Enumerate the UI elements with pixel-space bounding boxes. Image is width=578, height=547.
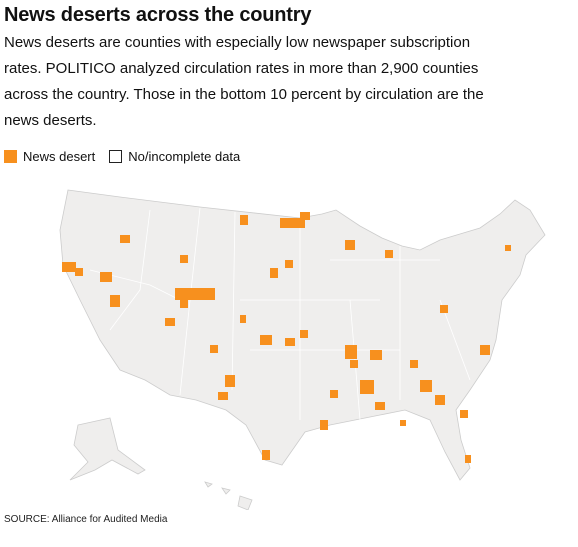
desert-county <box>75 268 83 276</box>
desert-county <box>360 380 374 394</box>
desert-county <box>435 395 445 405</box>
desert-county <box>440 305 448 313</box>
title: News deserts across the country <box>4 4 312 26</box>
desert-county <box>240 315 246 323</box>
desert-county <box>100 272 112 282</box>
desert-county <box>420 380 432 392</box>
desert-county <box>300 212 310 220</box>
desert-county <box>410 360 418 368</box>
subtitle: News deserts are counties with especiall… <box>4 34 484 129</box>
desert-county <box>270 268 278 278</box>
desert-county <box>300 330 308 338</box>
legend-swatch <box>4 150 17 163</box>
desert-county <box>320 420 328 430</box>
desert-county <box>260 335 272 345</box>
desert-county <box>180 300 188 308</box>
desert-county <box>460 410 468 418</box>
desert-county <box>175 288 215 300</box>
desert-county <box>465 455 471 463</box>
map <box>59 189 546 510</box>
desert-county <box>400 420 406 426</box>
desert-county <box>285 260 293 268</box>
alaska <box>69 417 146 481</box>
desert-county <box>62 262 76 272</box>
desert-county <box>225 375 235 387</box>
hawaii <box>204 481 253 510</box>
desert-county <box>218 392 228 400</box>
legend: News desert No/incomplete data <box>4 149 254 164</box>
news-deserts <box>62 212 511 463</box>
legend-label: No/incomplete data <box>128 149 241 164</box>
source: SOURCE: Alliance for Audited Media <box>4 514 168 525</box>
desert-county <box>110 295 120 307</box>
desert-county <box>385 250 393 258</box>
desert-county <box>480 345 490 355</box>
desert-county <box>120 235 130 243</box>
desert-county <box>180 255 188 263</box>
legend-swatch <box>109 150 123 163</box>
desert-county <box>240 215 248 225</box>
desert-county <box>285 338 295 346</box>
legend-item: No/incomplete data <box>109 149 240 164</box>
legend-item: News desert <box>4 149 95 164</box>
desert-county <box>345 240 355 250</box>
desert-county <box>280 218 305 228</box>
desert-county <box>210 345 218 353</box>
desert-county <box>375 402 385 410</box>
legend-label: News desert <box>23 149 96 164</box>
desert-county <box>505 245 511 251</box>
desert-county <box>262 450 270 460</box>
desert-county <box>370 350 382 360</box>
desert-county <box>165 318 175 326</box>
desert-county <box>330 390 338 398</box>
desert-county <box>350 360 358 368</box>
desert-county <box>345 345 357 359</box>
